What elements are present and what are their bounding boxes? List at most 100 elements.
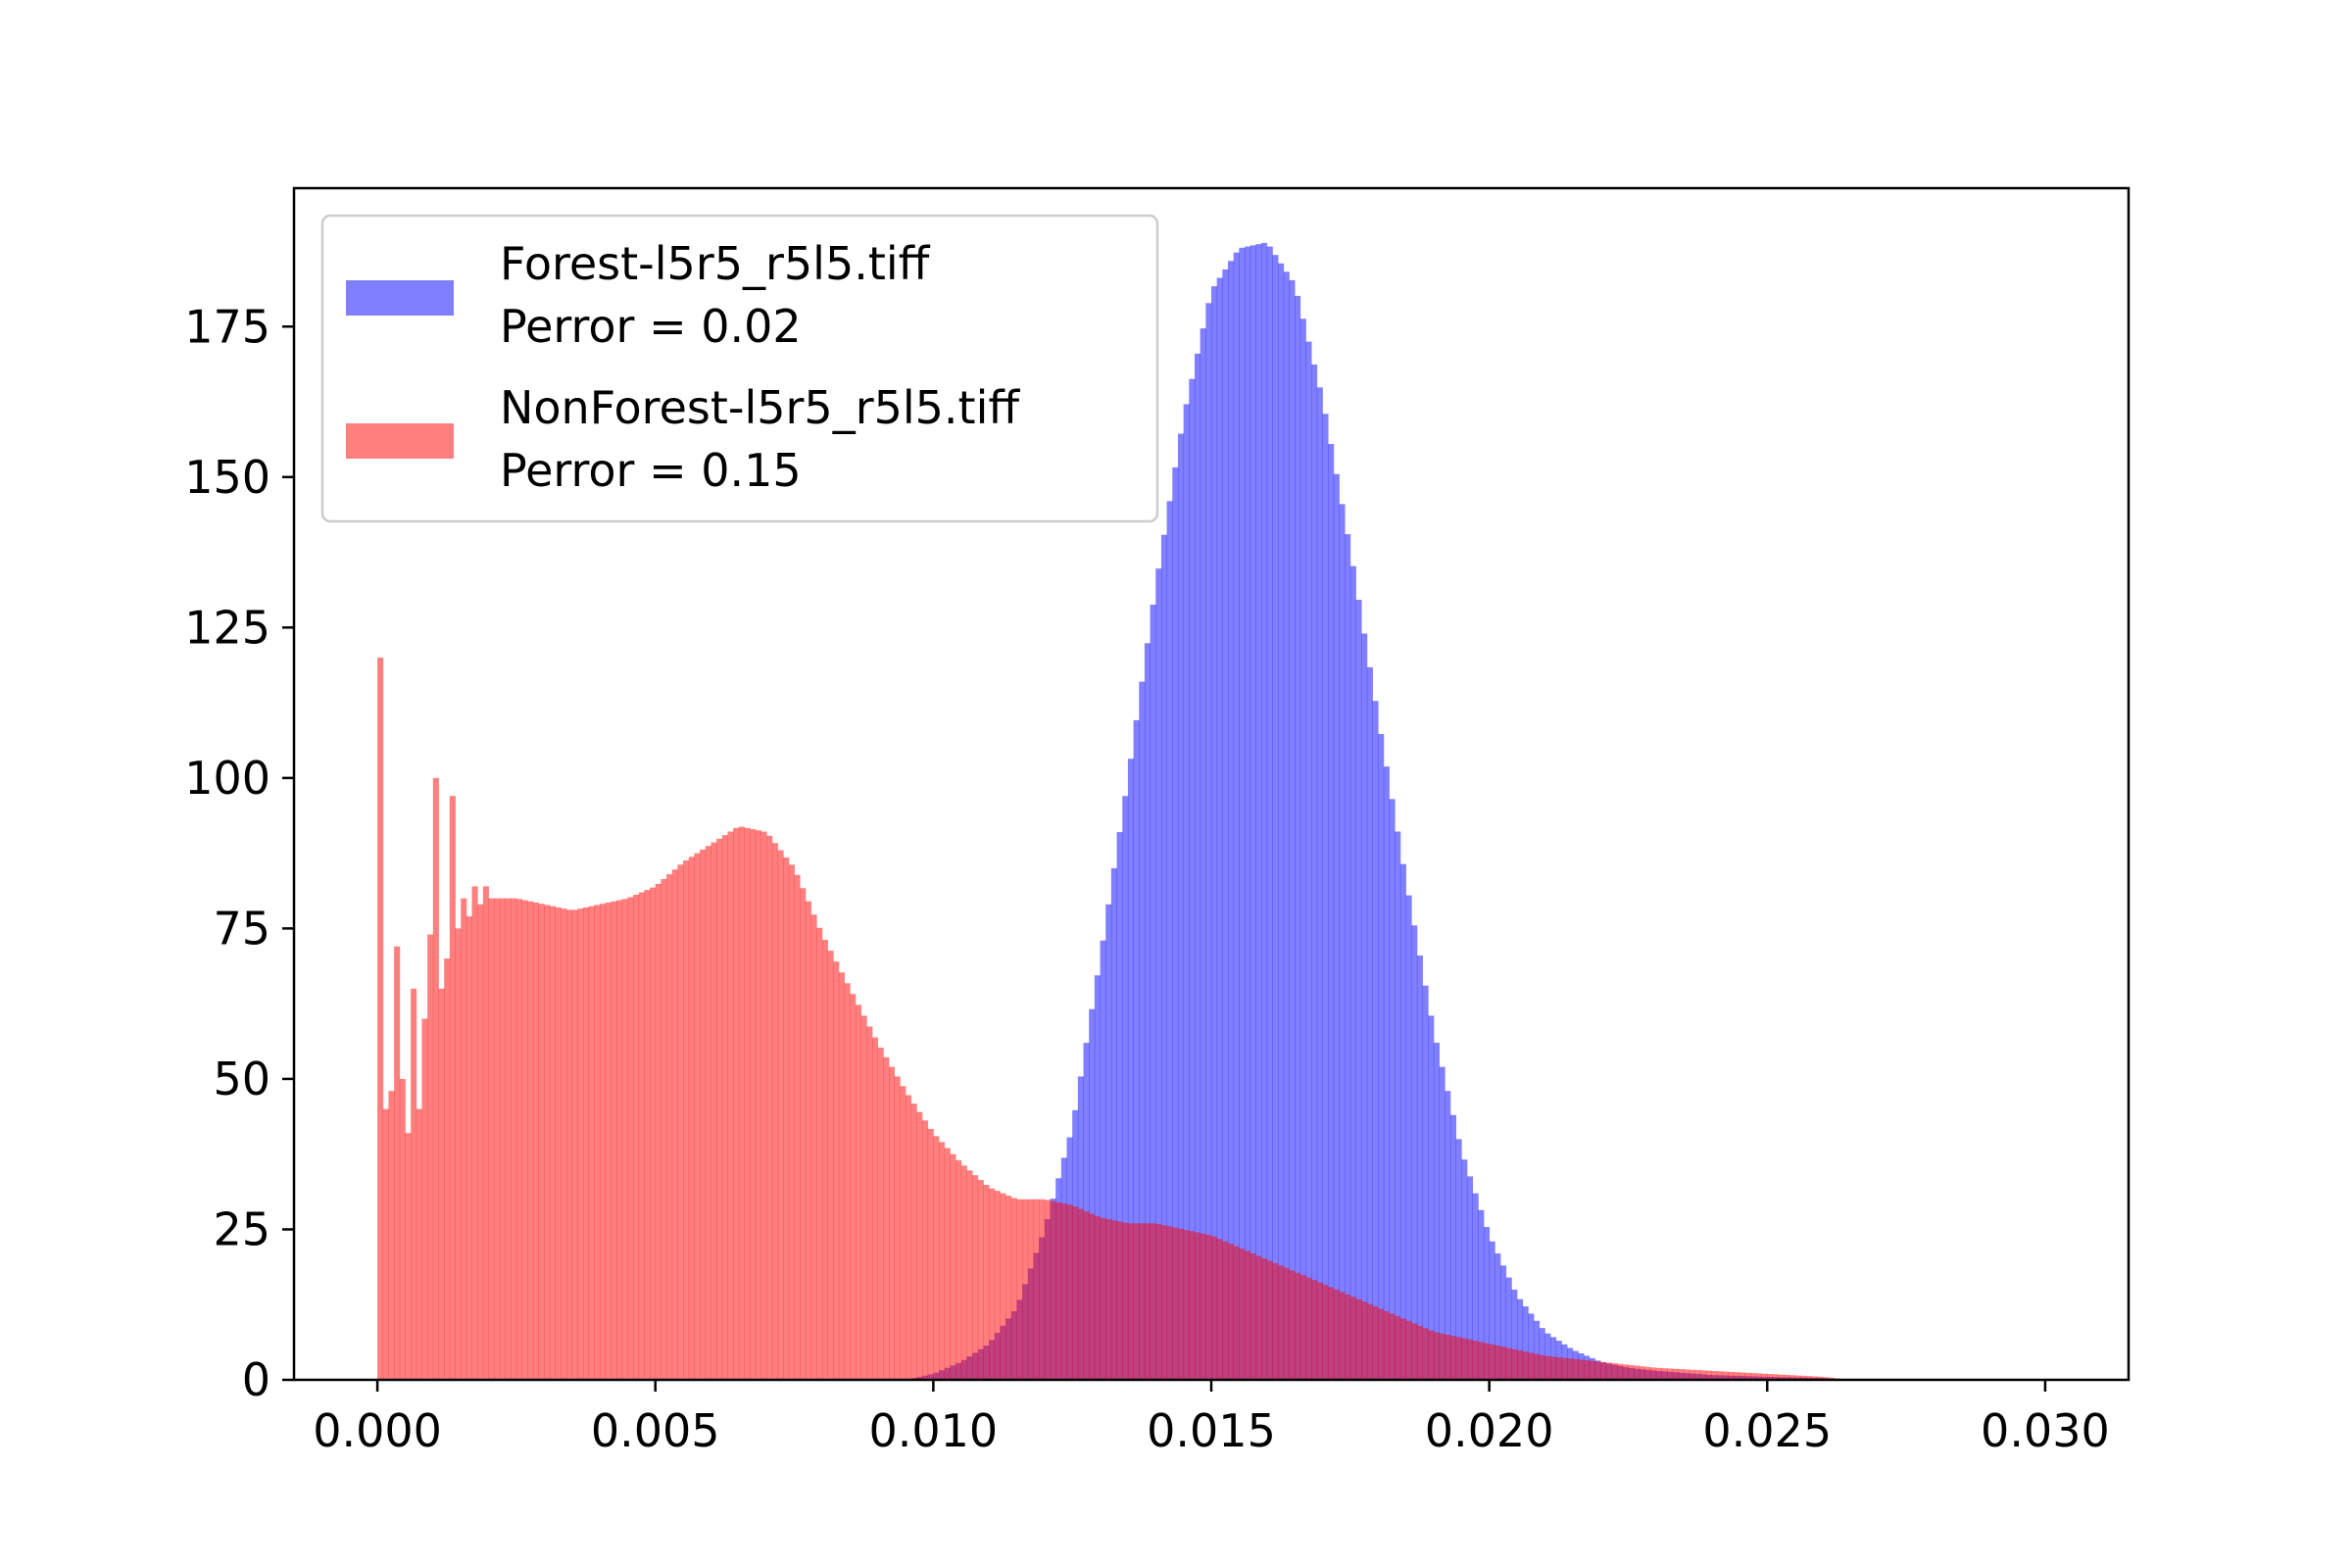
histogram-bar xyxy=(1472,1193,1479,1380)
histogram-bar xyxy=(1339,504,1346,1380)
histogram-bar xyxy=(1528,1313,1535,1380)
histogram-bar xyxy=(1411,1323,1418,1380)
histogram-bar xyxy=(1478,1342,1485,1380)
histogram-bar xyxy=(750,829,757,1380)
x-tick-label: 0.000 xyxy=(313,1404,442,1457)
histogram-bar xyxy=(1050,1200,1056,1380)
histogram-bar xyxy=(1160,1225,1168,1380)
histogram-bar xyxy=(466,916,472,1380)
histogram-bar xyxy=(1689,1369,1695,1380)
histogram-bar xyxy=(1233,252,1240,1381)
histogram-bar xyxy=(1817,1376,1824,1380)
series-1 xyxy=(377,658,1851,1380)
histogram-bar xyxy=(1333,1289,1340,1380)
histogram-bar xyxy=(1767,1374,1774,1380)
histogram-bar xyxy=(683,860,690,1380)
histogram-bar xyxy=(582,906,590,1380)
histogram-bar xyxy=(461,898,467,1380)
histogram-bar xyxy=(394,946,401,1380)
histogram-bar xyxy=(855,1004,862,1380)
x-tick-label: 0.030 xyxy=(1981,1404,2110,1457)
histogram-bar xyxy=(1255,244,1262,1380)
histogram-bar xyxy=(1784,1374,1790,1380)
histogram-bar xyxy=(1739,1372,1745,1380)
histogram-bar xyxy=(1272,1262,1279,1380)
histogram-bar xyxy=(1561,1357,1568,1380)
histogram-bar xyxy=(710,842,717,1380)
histogram-bar xyxy=(1033,1199,1040,1380)
histogram-bar xyxy=(1022,1199,1029,1380)
histogram-bar xyxy=(1522,1351,1529,1380)
x-tick-label: 0.025 xyxy=(1702,1404,1832,1457)
histogram-bar xyxy=(1405,1320,1412,1380)
histogram-bar xyxy=(1166,1226,1173,1380)
histogram-bar xyxy=(894,1076,901,1380)
histogram-bar xyxy=(960,1165,967,1380)
histogram-bar xyxy=(661,879,667,1380)
histogram-bar xyxy=(1233,1246,1240,1380)
y-tick-label: 175 xyxy=(184,300,270,353)
histogram-bar xyxy=(1589,1360,1595,1380)
histogram-bar xyxy=(511,898,517,1380)
histogram-bar xyxy=(1461,1159,1468,1380)
histogram-bar xyxy=(1127,759,1134,1380)
histogram-bar xyxy=(1361,633,1368,1380)
histogram-bar xyxy=(655,883,662,1380)
histogram-bar xyxy=(1305,1277,1312,1380)
histogram-bar xyxy=(922,1120,929,1380)
legend-box xyxy=(320,214,1159,523)
histogram-bar xyxy=(405,1133,412,1380)
histogram-bar xyxy=(1110,867,1117,1380)
histogram-bar xyxy=(1694,1370,1701,1380)
histogram-bar xyxy=(377,658,384,1380)
histogram-bar xyxy=(1228,261,1235,1380)
histogram-bar xyxy=(1211,286,1218,1380)
histogram-bar xyxy=(1144,643,1151,1380)
histogram-bar xyxy=(1183,1230,1190,1380)
histogram-bar xyxy=(1239,1249,1246,1380)
histogram-bar xyxy=(1572,1358,1579,1380)
histogram-bar xyxy=(1644,1366,1651,1380)
histogram-bar xyxy=(1222,1241,1229,1380)
histogram-bar xyxy=(1505,1348,1512,1380)
histogram-bar xyxy=(883,1056,890,1380)
histogram-bar xyxy=(1216,277,1223,1380)
histogram-bar xyxy=(1717,1371,1724,1380)
histogram-bar xyxy=(1734,1372,1740,1380)
histogram-bar xyxy=(1800,1375,1807,1380)
histogram-bar xyxy=(1684,1369,1690,1380)
histogram-bar xyxy=(1345,1294,1351,1380)
histogram-bar xyxy=(577,908,584,1380)
histogram-bar xyxy=(1389,799,1396,1380)
histogram-bar xyxy=(1494,1253,1501,1380)
histogram-bar xyxy=(532,902,539,1380)
histogram-bar xyxy=(1355,1298,1362,1380)
histogram-bar xyxy=(1177,433,1185,1380)
histogram-bar xyxy=(833,961,840,1380)
histogram-bar xyxy=(1283,271,1290,1380)
histogram-bar xyxy=(1283,1267,1290,1380)
histogram-bar xyxy=(1255,1255,1262,1380)
histogram-bar xyxy=(1433,1043,1440,1380)
histogram-bar xyxy=(1155,568,1162,1380)
histogram-bar xyxy=(1261,242,1268,1380)
histogram-bar xyxy=(1005,1196,1012,1380)
histogram-bar xyxy=(1600,1361,1607,1380)
histogram-bar xyxy=(1499,1347,1507,1380)
legend: Forest-l5r5_r5l5.tiff Perror = 0.02 NonF… xyxy=(320,214,1159,523)
histogram-bar xyxy=(950,1153,956,1380)
histogram-bar xyxy=(521,900,528,1380)
histogram-bar xyxy=(1416,956,1423,1380)
y-tick-label: 100 xyxy=(184,752,270,805)
histogram-bar xyxy=(1650,1367,1657,1380)
histogram-bar xyxy=(449,796,456,1380)
histogram-bar xyxy=(416,1108,422,1380)
histogram-bar xyxy=(1183,404,1190,1381)
histogram-bar xyxy=(1584,1360,1591,1380)
histogram-bar xyxy=(1528,1352,1535,1380)
histogram-bar xyxy=(1428,1015,1435,1380)
histogram-bar xyxy=(1439,1333,1446,1380)
histogram-bar xyxy=(421,1018,428,1380)
histogram-bar xyxy=(1299,1275,1306,1380)
histogram-bar xyxy=(1250,245,1256,1381)
